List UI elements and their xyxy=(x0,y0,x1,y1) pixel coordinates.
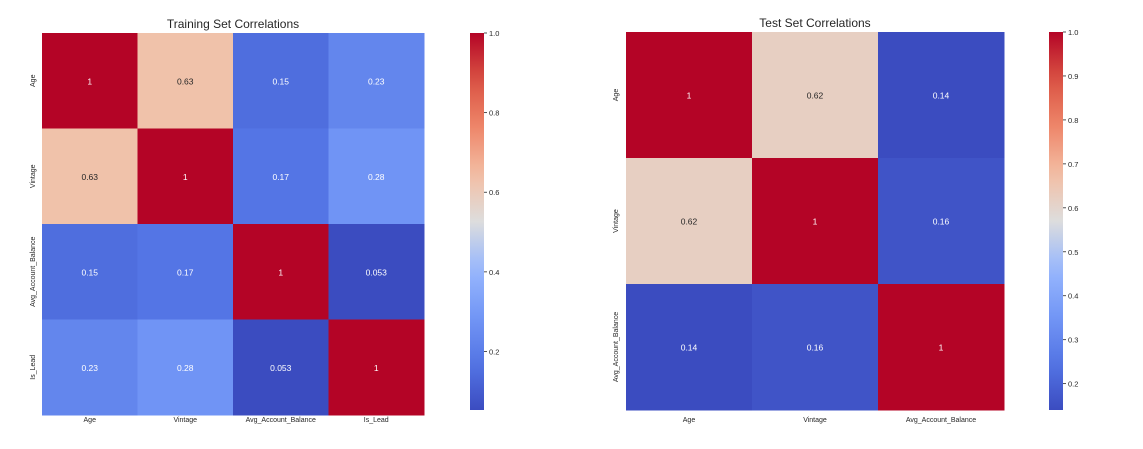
y-tick-label: Vintage xyxy=(613,209,620,233)
cell-value-label: 0.63 xyxy=(177,76,194,86)
cell-value-label: 0.17 xyxy=(272,172,289,182)
heatmap-cell xyxy=(233,33,329,129)
heatmap-cell xyxy=(42,319,138,416)
heatmap-cell xyxy=(233,128,329,225)
x-tick-label: Vintage xyxy=(803,417,827,424)
colorbar-tick-label: 0.2 xyxy=(1068,380,1078,389)
colorbar-tick-label: 0.6 xyxy=(1068,204,1078,213)
cell-value-label: 0.63 xyxy=(81,172,98,182)
y-tick-label: Is_Lead xyxy=(30,355,37,380)
heatmap-cell xyxy=(42,224,138,320)
heatmap-cell xyxy=(233,224,329,320)
colorbar-tick-label: 1.0 xyxy=(489,29,499,38)
cell-value-label: 0.053 xyxy=(366,267,388,277)
heatmap-cell xyxy=(328,33,425,129)
heatmap-cell xyxy=(752,158,879,285)
heatmap-cell xyxy=(626,32,753,159)
colorbar xyxy=(470,33,484,410)
colorbar-tick-label: 0.3 xyxy=(1068,336,1078,345)
colorbar-tick-label: 0.5 xyxy=(1068,248,1078,257)
x-tick-label: Age xyxy=(683,417,696,424)
colorbar-tick-label: 1.0 xyxy=(1068,28,1078,37)
cell-value-label: 0.15 xyxy=(81,267,98,277)
colorbar-tick-label: 0.7 xyxy=(1068,160,1078,169)
colorbar-tick-label: 0.4 xyxy=(1068,292,1078,301)
training-heatmap-chart: Training Set Correlations 1 0.63 0.15 0.23 0.… xyxy=(30,17,499,424)
chart-title: Training Set Correlations xyxy=(167,17,299,31)
x-tick-label: Age xyxy=(84,417,97,424)
heatmap-cell xyxy=(752,32,879,159)
cell-value-label: 0.62 xyxy=(807,91,824,101)
cell-value-label: 1 xyxy=(374,363,379,373)
cell-value-label: 0.17 xyxy=(177,267,194,277)
cell-value-label: 1 xyxy=(939,343,944,353)
colorbar-tick-label: 0.8 xyxy=(1068,116,1078,125)
cell-value-label: 0.23 xyxy=(368,76,385,86)
heatmap-cell xyxy=(137,33,234,129)
cell-value-label: 1 xyxy=(813,217,818,227)
x-tick-label: Avg_Account_Balance xyxy=(906,417,976,424)
x-tick-label: Vintage xyxy=(173,417,197,424)
cell-value-label: 1 xyxy=(183,172,188,182)
y-tick-label: Avg_Account_Balance xyxy=(30,236,37,306)
cell-value-label: 0.14 xyxy=(933,91,950,101)
heatmap-cell xyxy=(752,284,879,411)
heatmap-cell xyxy=(42,128,138,225)
heatmap-cell xyxy=(137,128,234,225)
heatmap-cell xyxy=(137,319,234,416)
colorbar-tick-label: 0.9 xyxy=(1068,72,1078,81)
colorbar xyxy=(1049,32,1063,410)
cell-value-label: 1 xyxy=(87,76,92,86)
chart-title: Test Set Correlations xyxy=(759,16,870,30)
y-tick-label: Vintage xyxy=(30,164,37,188)
heatmap-cell xyxy=(328,224,425,320)
cell-value-label: 1 xyxy=(687,91,692,101)
cell-value-label: 0.14 xyxy=(681,343,698,353)
heatmap-cell xyxy=(137,224,234,320)
heatmap-cell xyxy=(328,319,425,416)
cell-value-label: 0.053 xyxy=(270,363,292,373)
heatmap-cell xyxy=(626,284,753,411)
heatmap-cell xyxy=(42,33,138,129)
heatmap-cell xyxy=(878,284,1005,411)
cell-value-label: 0.16 xyxy=(807,343,824,353)
colorbar-tick-label: 0.2 xyxy=(489,347,499,356)
colorbar-tick-label: 0.8 xyxy=(489,109,499,118)
heatmap-cell xyxy=(328,128,425,225)
heatmap-cell xyxy=(626,158,753,285)
cell-value-label: 0.62 xyxy=(681,217,698,227)
heatmap-cell xyxy=(878,158,1005,285)
heatmap-cell xyxy=(233,319,329,416)
cell-value-label: 0.28 xyxy=(368,172,385,182)
y-tick-label: Age xyxy=(613,89,620,102)
x-tick-label: Is_Lead xyxy=(364,417,389,424)
cell-value-label: 0.15 xyxy=(272,76,289,86)
y-tick-label: Age xyxy=(30,74,37,87)
heatmap-cell xyxy=(878,32,1005,159)
y-tick-label: Avg_Account_Balance xyxy=(613,312,620,382)
cell-value-label: 1 xyxy=(278,267,283,277)
colorbar-tick-label: 0.6 xyxy=(489,188,499,197)
colorbar-tick-label: 0.4 xyxy=(489,268,499,277)
x-tick-label: Avg_Account_Balance xyxy=(246,417,316,424)
cell-value-label: 0.16 xyxy=(933,217,950,227)
cell-value-label: 0.23 xyxy=(81,363,98,373)
cell-value-label: 0.28 xyxy=(177,363,194,373)
test-heatmap-chart: Test Set Correlations 1 0.62 0.14 0.62 1 0.16 0… xyxy=(613,16,1078,424)
